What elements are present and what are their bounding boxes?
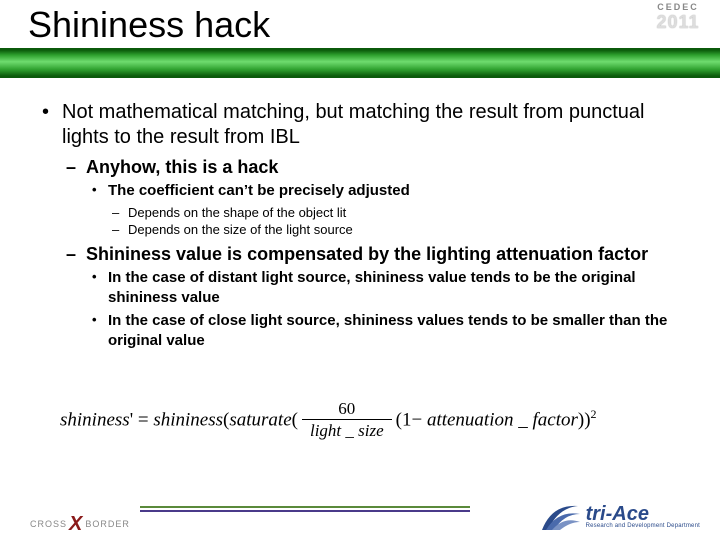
crossborder-logo: CROSS X BORDER xyxy=(30,518,130,530)
bullet-text: The coefficient can’t be precisely adjus… xyxy=(108,182,410,199)
eq-equals: = xyxy=(138,409,149,430)
slide: Shininess hack CEDEC 2011 Not mathematic… xyxy=(0,0,720,540)
eq-paren: (1 xyxy=(396,409,412,430)
eq-paren: ( xyxy=(292,409,298,430)
eq-attenuation: attenuation _ factor xyxy=(427,409,578,430)
eq-saturate: saturate xyxy=(229,409,291,430)
bullet-lvl3: In the case of distant light source, shi… xyxy=(86,268,690,309)
badge-text-top: CEDEC xyxy=(648,2,708,12)
triace-name: tri-Ace xyxy=(586,505,700,523)
header-accent-bar xyxy=(0,48,720,78)
footer: CROSS X BORDER tri-Ace Research and Deve… xyxy=(0,488,720,540)
bullet-lvl1: Not mathematical matching, but matching … xyxy=(40,100,690,351)
bullet-text: Depends on the size of the light source xyxy=(128,222,353,237)
header: Shininess hack CEDEC 2011 xyxy=(0,0,720,78)
bullet-text: In the case of distant light source, shi… xyxy=(108,269,636,306)
bullet-lvl2: Shininess value is compensated by the li… xyxy=(62,243,690,351)
eq-paren: )) xyxy=(578,409,591,430)
bullet-lvl3: The coefficient can’t be precisely adjus… xyxy=(86,181,690,238)
triace-swoosh-icon xyxy=(540,500,582,534)
bullet-lvl2: Anyhow, this is a hack The coefficient c… xyxy=(62,156,690,239)
eq-rhs-var: shininess xyxy=(153,409,223,430)
divider-line xyxy=(140,506,470,508)
eq-numerator: 60 xyxy=(302,400,392,420)
eq-lhs: shininess xyxy=(60,409,130,430)
eq-minus: − xyxy=(411,409,422,430)
bullet-text: In the case of close light source, shini… xyxy=(108,312,667,349)
divider-line xyxy=(140,510,470,512)
eq-exponent: 2 xyxy=(591,407,597,421)
eq-prime: ' xyxy=(130,409,133,430)
bullet-lvl4: Depends on the size of the light source xyxy=(108,221,690,239)
conference-badge: CEDEC 2011 xyxy=(648,2,708,33)
bullet-text: Anyhow, this is a hack xyxy=(86,157,278,177)
footer-divider xyxy=(140,506,470,512)
slide-title: Shininess hack xyxy=(28,4,270,46)
bullet-lvl3: In the case of close light source, shini… xyxy=(86,311,690,352)
equation: shininess' = shininess(saturate( 60 ligh… xyxy=(60,400,597,442)
logo-x-icon: X xyxy=(69,518,83,530)
triace-text: tri-Ace Research and Development Departm… xyxy=(586,505,700,529)
triace-logo: tri-Ace Research and Development Departm… xyxy=(540,500,700,534)
triace-subtitle: Research and Development Department xyxy=(586,523,700,529)
slide-body: Not mathematical matching, but matching … xyxy=(40,100,690,357)
badge-text-bottom: 2011 xyxy=(648,12,708,33)
logo-text: BORDER xyxy=(85,519,130,529)
bullet-text: Depends on the shape of the object lit xyxy=(128,205,346,220)
bullet-lvl4: Depends on the shape of the object lit xyxy=(108,204,690,222)
bullet-text: Shininess value is compensated by the li… xyxy=(86,244,648,264)
eq-denominator: light _ size xyxy=(302,420,392,442)
logo-text: CROSS xyxy=(30,519,67,529)
bullet-text: Not mathematical matching, but matching … xyxy=(62,101,645,148)
eq-fraction: 60 light _ size xyxy=(302,400,392,442)
